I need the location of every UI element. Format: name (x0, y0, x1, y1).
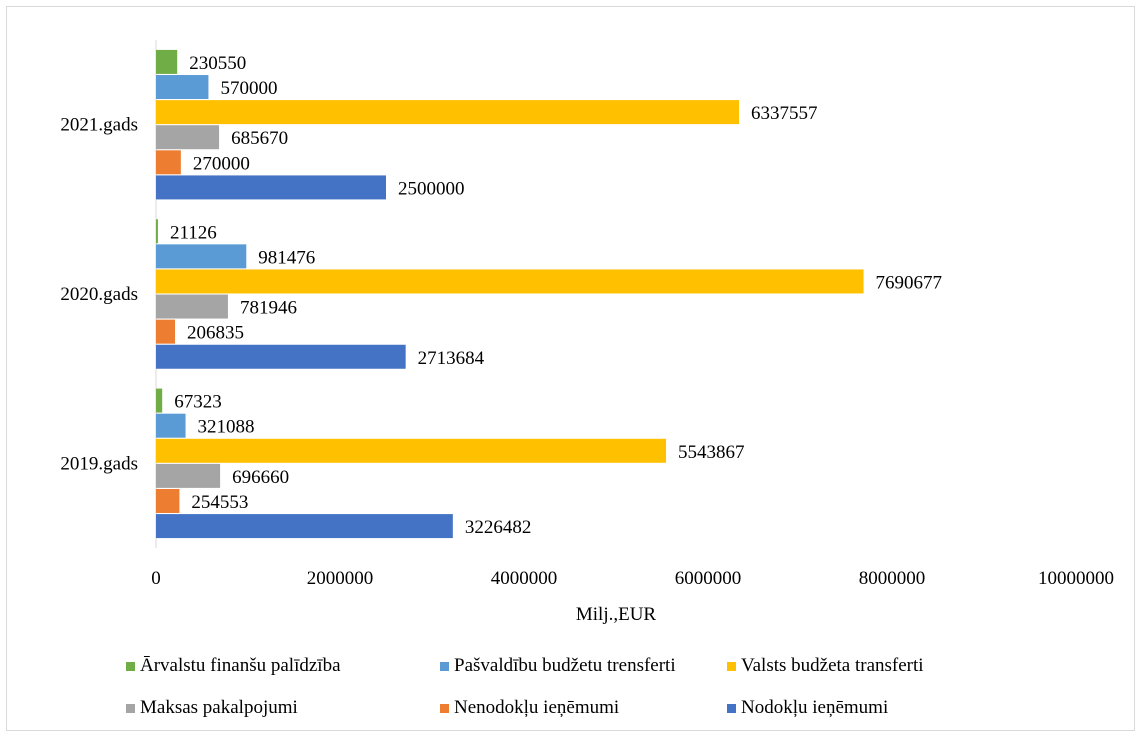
legend-label: Maksas pakalpojumi (140, 697, 298, 718)
bar (156, 100, 740, 125)
bar (156, 219, 158, 244)
legend-swatch (727, 661, 736, 671)
legend-item: Maksas pakalpojumi (126, 697, 298, 719)
bar (156, 294, 228, 319)
bar-value-label: 254553 (191, 492, 248, 513)
bar (156, 488, 180, 513)
legend-item: Valsts budžeta transferti (727, 655, 924, 677)
legend-label: Valsts budžeta transferti (741, 655, 924, 676)
bar (156, 269, 864, 294)
legend-item: Nenodokļu ieņēmumi (440, 697, 619, 719)
x-tick-label: 4000000 (491, 568, 558, 589)
bar (156, 344, 406, 369)
x-tick-labels-group: 0 2000000 4000000 6000000 8000000 10000000 (151, 568, 1114, 589)
value-labels-group: 3226482 254553 696660 5543867 321088 67323 271… (170, 53, 942, 538)
legend-label: Ārvalstu finanšu palīdzība (140, 655, 341, 676)
bar (156, 125, 220, 150)
bar (156, 75, 209, 100)
bar-value-label: 6337557 (751, 103, 818, 124)
legend-label: Pašvaldību budžetu trensferti (454, 655, 676, 676)
bar-value-label: 270000 (193, 153, 250, 174)
bar-value-label: 696660 (232, 467, 289, 488)
bar (156, 438, 667, 463)
bar-value-label: 206835 (187, 323, 244, 344)
legend-item: Nodokļu ieņēmumi (727, 697, 888, 719)
category-label: 2021.gads (60, 115, 138, 136)
bar-value-label: 2500000 (398, 178, 465, 199)
x-tick-label: 2000000 (307, 568, 374, 589)
bar-value-label: 781946 (240, 298, 297, 319)
bar (156, 463, 221, 488)
bar (156, 150, 181, 175)
bar-value-label: 685670 (231, 128, 288, 149)
legend-swatch (126, 661, 135, 671)
x-tick-label: 6000000 (675, 568, 742, 589)
bar (156, 49, 178, 74)
x-axis-title: Milj.,EUR (576, 604, 657, 625)
bar-value-label: 67323 (174, 392, 222, 413)
bar-value-label: 5543867 (678, 442, 745, 463)
category-label: 2020.gads (60, 284, 138, 305)
bar-value-label: 570000 (220, 78, 277, 99)
bar-value-label: 7690677 (876, 272, 943, 293)
x-tick-label: 0 (151, 568, 161, 589)
bar-value-label: 981476 (258, 247, 315, 268)
category-label: 2019.gads (60, 453, 138, 474)
bar-value-label: 21126 (170, 222, 217, 243)
bar-value-label: 2713684 (418, 348, 485, 369)
legend-item: Pašvaldību budžetu trensferti (440, 655, 676, 677)
bar (156, 514, 453, 539)
legend-swatch (126, 703, 135, 713)
bar-value-label: 3226482 (465, 517, 531, 538)
legend-item: Ārvalstu finanšu palīdzība (126, 655, 341, 677)
x-tick-label: 10000000 (1038, 568, 1114, 589)
legend-swatch (440, 703, 449, 713)
category-labels-group: 2019.gads 2020.gads 2021.gads (60, 115, 138, 475)
bar-value-label: 321088 (198, 417, 255, 438)
bar (156, 388, 163, 413)
bar (156, 413, 186, 438)
bar (156, 175, 386, 200)
legend-label: Nodokļu ieņēmumi (741, 697, 889, 718)
bar (156, 319, 176, 344)
legend-label: Nenodokļu ieņēmumi (454, 697, 620, 718)
bar-value-label: 230550 (189, 53, 246, 74)
legend-swatch (440, 661, 449, 671)
bar (156, 244, 247, 269)
bars-group (156, 49, 864, 539)
x-tick-label: 8000000 (859, 568, 926, 589)
legend-swatch (727, 703, 736, 713)
